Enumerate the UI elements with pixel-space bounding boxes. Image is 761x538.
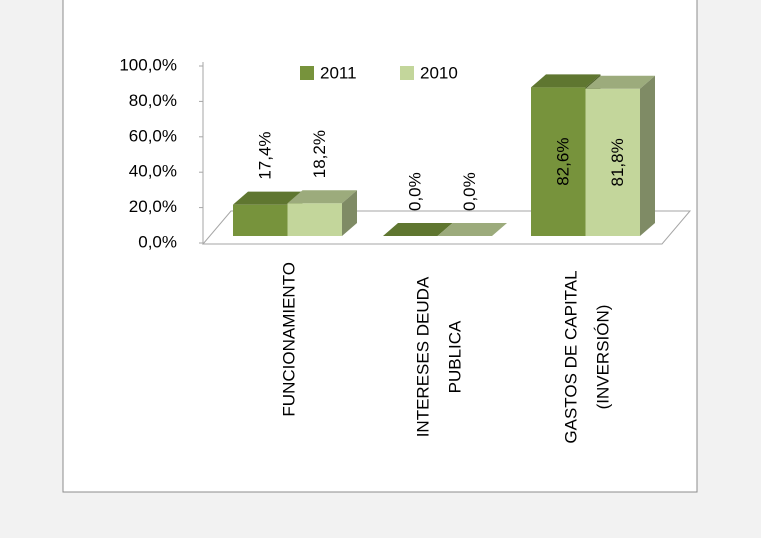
x-tick-label: FUNCIONAMIENTO [280, 262, 299, 417]
bar-top [287, 190, 357, 204]
legend-label: 2011 [320, 63, 357, 82]
bar-front [531, 87, 586, 236]
bar-top [233, 191, 303, 205]
bar-side [640, 75, 655, 236]
bar-front [585, 88, 640, 236]
legend-label: 2010 [420, 63, 458, 82]
bar-front [287, 203, 342, 236]
y-tick-label: 20,0% [129, 197, 177, 216]
bar-top [437, 223, 507, 236]
value-label: 82,6% [554, 138, 573, 186]
floor [201, 210, 692, 245]
value-label: 17,4% [256, 131, 275, 179]
y-tick-label: 60,0% [129, 126, 177, 145]
value-label: 0,0% [406, 172, 425, 211]
bar-side [342, 190, 357, 236]
x-tick-label: INTERESES DEUDA PUBLICA [414, 276, 465, 437]
y-tick-label: 100,0% [119, 55, 177, 74]
bar-front [233, 204, 288, 236]
legend-swatch [300, 66, 314, 80]
bar-top [383, 223, 453, 236]
value-label: 18,2% [310, 130, 329, 178]
value-label: 81,8% [608, 138, 627, 186]
value-label: 0,0% [460, 172, 479, 211]
x-tick-label: GASTOS DE CAPITAL (INVERSIÓN) [562, 270, 613, 443]
bar-top [531, 74, 601, 88]
legend-swatch [400, 66, 414, 80]
y-tick-label: 0,0% [138, 232, 177, 251]
y-tick-label: 40,0% [129, 162, 177, 181]
y-tick-label: 80,0% [129, 91, 177, 110]
bar-top [585, 75, 655, 89]
